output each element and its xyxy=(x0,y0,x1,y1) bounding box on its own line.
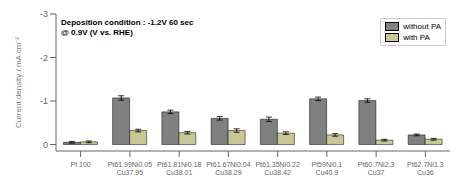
svg-text:0: 0 xyxy=(43,140,48,150)
svg-text:Pt62.7Ni1.3Cu36: Pt62.7Ni1.3Cu36 xyxy=(407,161,444,176)
svg-text:Pt59Ni0.1Cu40.9: Pt59Ni0.1Cu40.9 xyxy=(312,161,343,176)
html-text:@ 0.9V (V vs. RHE): @ 0.9V (V vs. RHE) xyxy=(61,28,133,37)
svg-text:-3: -3 xyxy=(40,9,48,19)
html-text:with PA: with PA xyxy=(403,33,430,42)
svg-text:Current density / mA cm⁻²: Current density / mA cm⁻² xyxy=(14,37,23,128)
svg-text:Pt61.35Ni0.22Cu38.42: Pt61.35Ni0.22Cu38.42 xyxy=(255,161,299,176)
html-text:without PA: without PA xyxy=(403,22,441,31)
svg-text:-2: -2 xyxy=(40,53,48,63)
html-text:Deposition condition : -1.2V 6: Deposition condition : -1.2V 60 sec xyxy=(61,18,194,27)
svg-text:-1: -1 xyxy=(40,96,48,106)
svg-text:Pt 100: Pt 100 xyxy=(71,161,91,168)
svg-text:Pt61.67Ni0.04Cu38.29: Pt61.67Ni0.04Cu38.29 xyxy=(206,161,250,176)
svg-text:Pt60.7Ni2.3Cu37: Pt60.7Ni2.3Cu37 xyxy=(358,161,395,176)
svg-text:Pt61.81Ni0.18Cu38.01: Pt61.81Ni0.18Cu38.01 xyxy=(157,161,201,176)
svg-text:Pt61.99Ni0.05Cu37.95: Pt61.99Ni0.05Cu37.95 xyxy=(108,161,152,176)
